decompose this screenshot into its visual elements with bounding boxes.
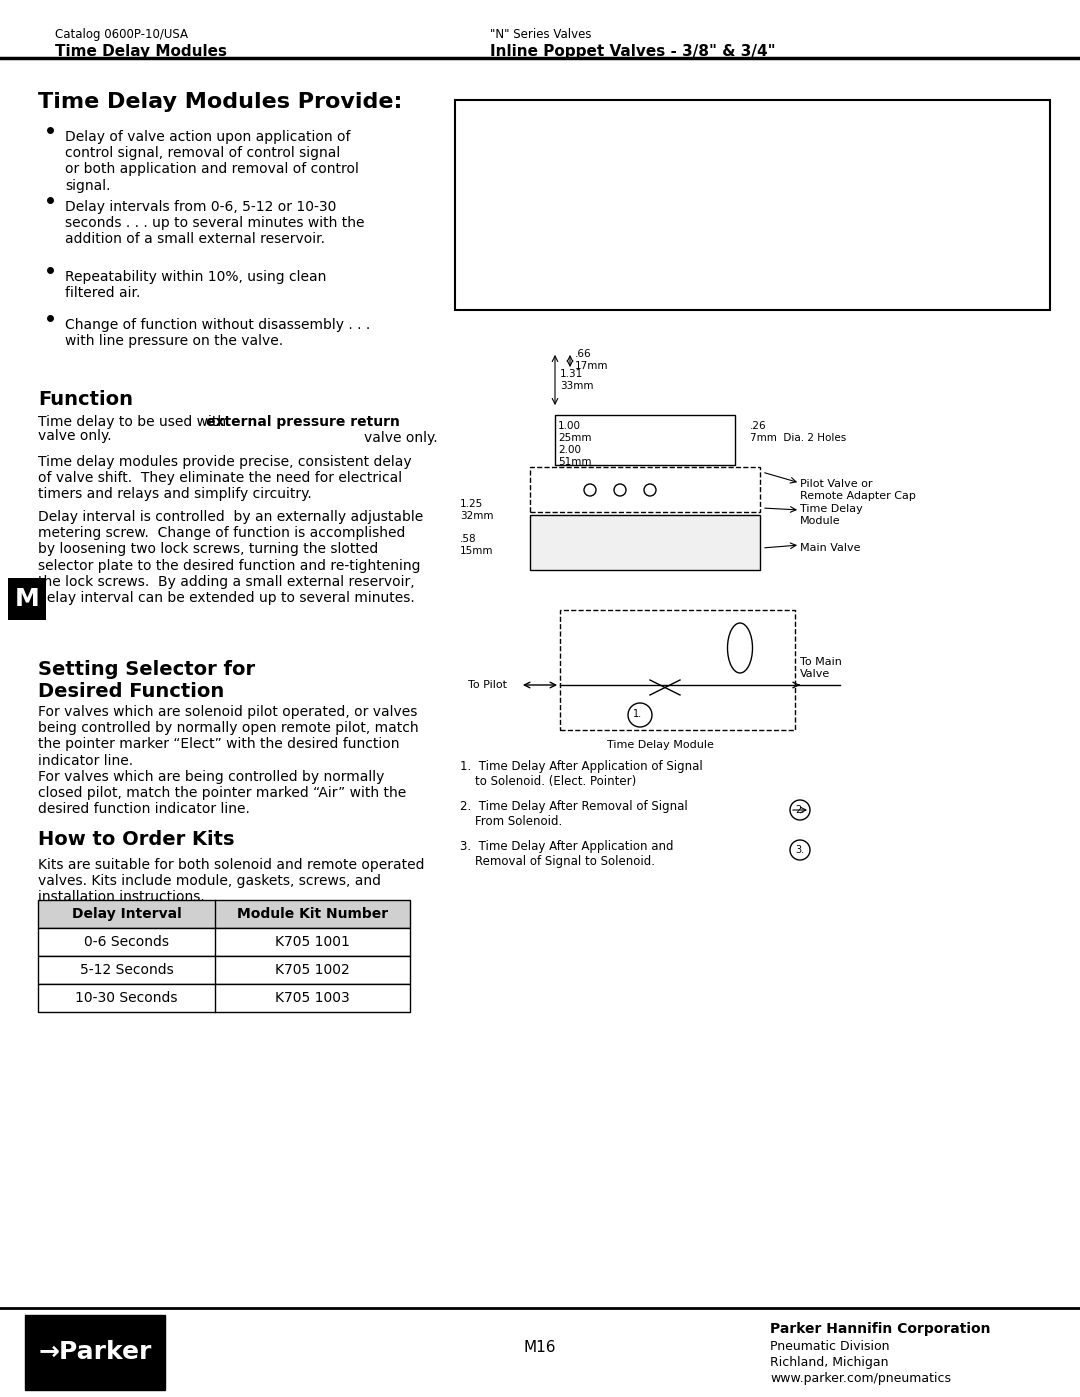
Text: Time Delay Modules: Time Delay Modules [55,43,227,59]
Bar [8,578,46,620]
Text: external pressure return: external pressure return [206,415,400,429]
Text: 1.  Time Delay After Application of Signal
    to Solenoid. (Elect. Pointer): 1. Time Delay After Application of Signa… [460,760,703,788]
Text: Time Delay Modules Provide:: Time Delay Modules Provide: [38,92,403,112]
Text: .58
15mm: .58 15mm [460,534,494,556]
Text: To Main
Valve: To Main Valve [800,657,842,679]
Text: →Parker: →Parker [38,1340,151,1363]
Text: Time delay to be used with: Time delay to be used with [38,415,230,429]
Text: K705 1001: K705 1001 [275,935,350,949]
Text: 1.31
33mm: 1.31 33mm [561,369,594,391]
Text: Delay interval is controlled  by an externally adjustable
metering screw.  Chang: Delay interval is controlled by an exter… [38,510,423,605]
Text: 3.  Time Delay After Application and
    Removal of Signal to Solenoid.: 3. Time Delay After Application and Remo… [460,840,674,868]
Text: M: M [15,587,39,610]
Text: 3.: 3. [796,845,805,855]
Text: 1.: 1. [634,710,643,719]
Text: Setting Selector for
Desired Function: Setting Selector for Desired Function [38,659,255,701]
Text: 5-12 Seconds: 5-12 Seconds [80,963,174,977]
Text: Delay of valve action upon application of
control signal, removal of control sig: Delay of valve action upon application o… [65,130,359,193]
Text: .26
7mm  Dia. 2 Holes: .26 7mm Dia. 2 Holes [750,422,847,443]
Text: Pneumatic Division: Pneumatic Division [770,1340,890,1354]
Bar [530,515,760,570]
Bar [530,467,760,511]
Text: Time Delay Module: Time Delay Module [607,740,714,750]
Text: valve only.: valve only. [364,415,437,446]
Text: K705 1003: K705 1003 [275,990,350,1004]
Text: "N" Series Valves: "N" Series Valves [490,28,592,41]
Text: .66
17mm: .66 17mm [575,349,608,370]
Text: 2.  Time Delay After Removal of Signal
    From Solenoid.: 2. Time Delay After Removal of Signal Fr… [460,800,688,828]
Bar [38,956,410,983]
Text: 10-30 Seconds: 10-30 Seconds [76,990,178,1004]
Bar [455,101,1050,310]
Text: Time delay modules provide precise, consistent delay
of valve shift.  They elimi: Time delay modules provide precise, cons… [38,455,411,502]
Text: Function: Function [38,390,133,409]
Text: To Pilot: To Pilot [468,680,507,690]
Text: 1.00
25mm: 1.00 25mm [558,422,592,443]
Text: M16: M16 [524,1340,556,1355]
Text: K705 1002: K705 1002 [275,963,350,977]
Text: Catalog 0600P-10/USA: Catalog 0600P-10/USA [55,28,188,41]
Text: Module Kit Number: Module Kit Number [237,907,388,921]
Text: Richland, Michigan: Richland, Michigan [770,1356,889,1369]
Text: Delay intervals from 0-6, 5-12 or 10-30
seconds . . . up to several minutes with: Delay intervals from 0-6, 5-12 or 10-30 … [65,200,365,246]
Text: Kits are suitable for both solenoid and remote operated
valves. Kits include mod: Kits are suitable for both solenoid and … [38,858,424,904]
Text: valve only.: valve only. [38,429,111,443]
Bar [38,900,410,928]
Text: Change of function without disassembly . . .
with line pressure on the valve.: Change of function without disassembly .… [65,319,370,348]
Bar [555,415,735,465]
Text: Main Valve: Main Valve [800,543,861,553]
Text: 1.25
32mm: 1.25 32mm [460,499,494,521]
Text: How to Order Kits: How to Order Kits [38,830,234,849]
Text: Parker Hannifin Corporation: Parker Hannifin Corporation [770,1322,990,1336]
Text: www.parker.com/pneumatics: www.parker.com/pneumatics [770,1372,951,1384]
Bar [38,928,410,956]
Text: Delay Interval: Delay Interval [71,907,181,921]
Text: For valves which are solenoid pilot operated, or valves
being controlled by norm: For valves which are solenoid pilot oper… [38,705,419,767]
Bar [25,1315,165,1390]
Bar [561,610,795,731]
Text: Repeatability within 10%, using clean
filtered air.: Repeatability within 10%, using clean fi… [65,270,326,300]
Text: 2.: 2. [795,805,805,814]
Text: Inline Poppet Valves - 3/8" & 3/4": Inline Poppet Valves - 3/8" & 3/4" [490,43,775,59]
Text: 0-6 Seconds: 0-6 Seconds [84,935,168,949]
Bar [38,983,410,1011]
Text: Pilot Valve or
Remote Adapter Cap: Pilot Valve or Remote Adapter Cap [800,479,916,500]
Text: Time Delay
Module: Time Delay Module [800,504,863,525]
Text: For valves which are being controlled by normally
closed pilot, match the pointe: For valves which are being controlled by… [38,770,406,816]
Text: 2.00
51mm: 2.00 51mm [558,446,592,467]
